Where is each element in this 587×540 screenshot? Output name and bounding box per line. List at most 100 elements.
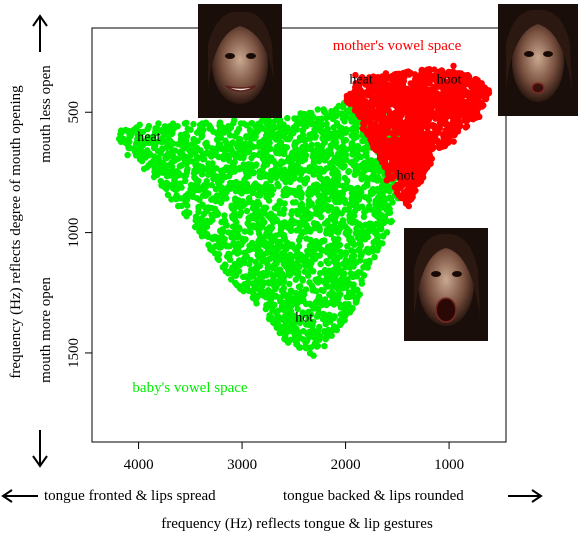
- data-point: [236, 164, 243, 172]
- data-point: [212, 211, 219, 219]
- data-point: [362, 174, 370, 181]
- axes-layer: 4000 3000 2000 1000 500 1000 1500: [66, 101, 464, 473]
- data-point: [306, 242, 313, 250]
- data-point: [319, 247, 326, 254]
- data-point: [319, 237, 326, 245]
- data-point: [365, 196, 373, 203]
- data-point: [244, 279, 251, 286]
- data-point: [164, 191, 172, 198]
- data-point: [220, 129, 228, 136]
- data-point: [215, 153, 222, 161]
- data-point: [325, 188, 332, 196]
- data-point: [166, 169, 173, 176]
- data-point: [150, 173, 158, 181]
- data-point: [351, 117, 358, 125]
- data-point: [431, 129, 439, 136]
- data-point: [373, 212, 380, 220]
- data-point: [299, 291, 306, 298]
- data-point: [369, 128, 376, 136]
- data-point: [294, 115, 301, 122]
- data-point: [463, 74, 470, 82]
- data-point: [187, 152, 194, 159]
- data-point: [297, 146, 305, 154]
- data-point: [333, 188, 340, 196]
- data-point: [284, 241, 291, 248]
- data-point: [451, 131, 458, 139]
- data-point: [422, 92, 429, 100]
- data-point: [184, 202, 191, 209]
- data-point: [401, 93, 408, 100]
- data-point: [282, 143, 289, 151]
- data-point: [211, 205, 219, 212]
- data-point: [453, 105, 460, 112]
- data-point: [348, 194, 356, 201]
- data-point: [198, 233, 206, 240]
- data-point: [345, 168, 352, 175]
- data-point: [369, 247, 376, 255]
- data-point: [337, 248, 344, 256]
- data-point: [232, 264, 239, 272]
- data-point: [255, 221, 263, 228]
- data-point: [151, 144, 158, 152]
- data-point: [350, 255, 357, 262]
- data-point: [337, 321, 344, 328]
- data-point: [450, 69, 457, 76]
- data-point: [260, 162, 268, 169]
- vowel-label-hot: hot: [397, 169, 415, 184]
- face-photo-hoot: [498, 4, 578, 116]
- data-point: [301, 218, 309, 225]
- data-point: [247, 213, 254, 221]
- data-point: [293, 207, 300, 215]
- data-point: [241, 176, 248, 184]
- data-point: [258, 153, 266, 160]
- data-point: [448, 90, 456, 97]
- data-point: [164, 180, 171, 187]
- data-point: [185, 157, 192, 165]
- data-point: [429, 144, 436, 151]
- data-point: [320, 155, 327, 162]
- data-point: [342, 129, 350, 136]
- data-point: [394, 113, 401, 120]
- data-point: [415, 172, 422, 180]
- data-point: [379, 130, 386, 137]
- data-point: [445, 108, 452, 116]
- data-point: [370, 171, 377, 179]
- data-point: [275, 130, 282, 137]
- data-point: [394, 94, 401, 101]
- data-point: [262, 132, 270, 139]
- data-point: [348, 93, 355, 100]
- data-point: [418, 144, 425, 151]
- data-point: [233, 211, 240, 218]
- data-point: [323, 120, 330, 128]
- data-point: [407, 124, 415, 131]
- data-point: [308, 189, 316, 196]
- data-point: [272, 116, 280, 124]
- data-point: [189, 193, 197, 200]
- data-point: [346, 264, 353, 271]
- x-tick-label: 3000: [227, 457, 257, 473]
- data-point: [353, 124, 360, 131]
- data-point: [268, 183, 275, 191]
- data-point: [328, 204, 335, 211]
- data-point: [346, 293, 353, 301]
- data-point: [371, 75, 378, 83]
- data-point: [215, 179, 222, 187]
- data-point: [263, 127, 270, 135]
- face-photo-hot: [404, 228, 488, 341]
- arrow-down-icon: [32, 430, 48, 468]
- data-point: [217, 134, 224, 141]
- data-point: [175, 195, 182, 202]
- data-point: [364, 233, 371, 241]
- data-point: [263, 180, 270, 188]
- data-point: [145, 162, 152, 169]
- data-point: [334, 173, 341, 180]
- data-point: [304, 209, 311, 216]
- data-point: [226, 269, 233, 276]
- data-point: [243, 207, 251, 215]
- data-point: [332, 292, 339, 299]
- data-point: [275, 135, 282, 142]
- data-point: [384, 92, 391, 100]
- data-point: [306, 350, 314, 357]
- data-point: [154, 129, 161, 137]
- data-point: [290, 220, 297, 227]
